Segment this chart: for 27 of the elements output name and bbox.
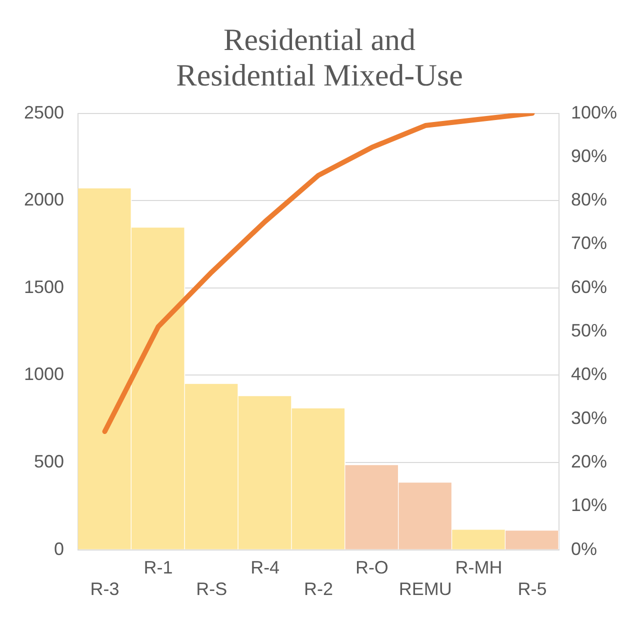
- y-tick-label: 500: [34, 451, 64, 472]
- y2-tick-label: 70%: [570, 233, 607, 254]
- y-tick-label: 1000: [24, 364, 64, 384]
- y-tick-label: 0: [54, 538, 64, 559]
- y2-tick-label: 50%: [570, 320, 607, 341]
- x-tick-label: R-5: [518, 579, 547, 600]
- x-tick-label: R-3: [90, 579, 120, 600]
- y2-tick-label: 100%: [570, 102, 618, 122]
- y2-tick-label: 30%: [570, 408, 607, 428]
- y2-tick-label: 40%: [570, 364, 607, 384]
- y2-tick-label: 20%: [570, 451, 607, 472]
- x-tick-label: R-MH: [455, 558, 502, 578]
- chart-title: Residential and Residential Mixed-Use: [176, 22, 463, 93]
- x-tick-label: R-S: [196, 579, 228, 600]
- y2-tick-label: 0%: [570, 538, 597, 559]
- x-tick-label: R-O: [355, 558, 388, 578]
- y2-tick-label: 60%: [570, 276, 607, 297]
- y2-tick-label: 90%: [570, 146, 607, 166]
- y-tick-label: 2500: [24, 102, 64, 122]
- x-tick-label: REMU: [398, 579, 452, 600]
- x-tick-label: R-2: [304, 579, 334, 600]
- y2-tick-label: 80%: [570, 190, 607, 210]
- x-tick-label: R-4: [250, 558, 280, 578]
- y-tick-label: 2000: [24, 190, 64, 210]
- x-tick-label: R-1: [144, 558, 173, 578]
- y-tick-label: 1500: [24, 276, 64, 297]
- y2-tick-label: 10%: [570, 495, 607, 516]
